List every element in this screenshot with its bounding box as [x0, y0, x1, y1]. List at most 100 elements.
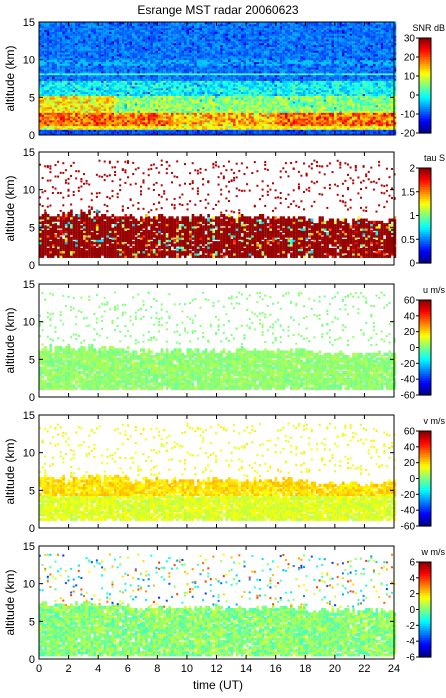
y-tick: 0	[29, 392, 394, 404]
colorbar-tick-label: 20	[404, 327, 416, 338]
colorbar-tick-label: 0.5	[401, 235, 415, 246]
colorbar-tick-label: 40	[404, 442, 416, 453]
y-tick-label: 5	[29, 222, 35, 234]
y-axis-label: altitude (km)	[3, 175, 17, 241]
x-tick-label: 2	[66, 663, 72, 675]
y-tick-label: 10	[23, 448, 35, 460]
x-tick-label: 24	[388, 663, 400, 675]
y-tick-label: 15	[23, 279, 35, 291]
colorbar-tick-label: -4	[406, 637, 415, 648]
colorbar-tick-label: 60	[404, 427, 416, 438]
y-tick-label: 0	[29, 260, 35, 272]
y-tick-label: 5	[29, 354, 35, 366]
x-tick-label: 10	[181, 663, 193, 675]
colorbar-tick-label: 4	[409, 573, 415, 584]
colorbar-label: SNR dB	[412, 23, 445, 33]
y-axis-label: altitude (km)	[3, 438, 17, 504]
y-tick-label: 5	[29, 92, 35, 104]
y-axis-label: altitude (km)	[3, 45, 17, 111]
colorbar-tau: tau S 2 1.5 1 0.5 0	[401, 153, 445, 270]
colorbar-tick-label: 0	[409, 343, 415, 354]
colorbar-tick-label: 0	[409, 91, 415, 102]
x-tick-label: 4	[95, 663, 101, 675]
y-tick-label: 0	[29, 654, 35, 666]
colorbar-tick-label: -20	[401, 129, 416, 140]
y-tick-label: 15	[23, 147, 35, 159]
colorbar-tick-label: -40	[401, 375, 416, 386]
panel-v: 0 5 10 15 altitude (km) v m/s 60 40 20 0 -20 -40 -60	[3, 410, 445, 535]
colorbar-tick-label: 1	[409, 211, 415, 222]
colorbar-label: v m/s	[424, 416, 446, 426]
y-tick: 15	[23, 541, 394, 553]
y-tick-label: 10	[23, 185, 35, 197]
colorbar-tick-label: 40	[404, 311, 416, 322]
colorbar-label: w m/s	[421, 547, 446, 557]
heatmap-u	[39, 292, 396, 390]
y-tick-label: 10	[23, 579, 35, 591]
y-tick-label: 15	[23, 541, 35, 553]
x-tick-label: 6	[125, 663, 131, 675]
x-tick-label: 12	[210, 663, 222, 675]
x-tick-label: 0	[36, 663, 42, 675]
colorbar-tick-label: 30	[404, 34, 416, 45]
heatmap-w	[39, 554, 396, 657]
colorbar-tick-label: -20	[401, 359, 416, 370]
x-tick-label: 20	[329, 663, 341, 675]
x-tick-label: 22	[358, 663, 370, 675]
heatmap-v	[39, 423, 396, 521]
x-tick-label: 18	[299, 663, 311, 675]
y-tick: 15	[23, 279, 394, 291]
colorbar-tick-label: 0	[409, 605, 415, 616]
colorbar-tick-label: -20	[401, 490, 416, 501]
y-tick: 0	[29, 260, 394, 272]
y-axis-label: altitude (km)	[3, 307, 17, 373]
x-tick-label: 14	[240, 663, 252, 675]
colorbar-tick-label: 2	[409, 164, 415, 175]
colorbar-u: u m/s 60 40 20 0 -20 -40 -60	[401, 285, 446, 402]
panel-tau: 0 5 10 15 altitude (km) tau S 2 1.5 1 0.5 0	[3, 147, 445, 272]
colorbar-tick-label: 60	[404, 296, 416, 307]
colorbar-tick-label: 1.5	[401, 187, 415, 198]
colorbar-tick-label: 20	[404, 53, 416, 64]
colorbar-tick-label: 2	[409, 589, 415, 600]
y-tick-label: 10	[23, 317, 35, 329]
y-tick-label: 0	[29, 130, 35, 142]
colorbar-tick-label: 0	[409, 474, 415, 485]
heatmap-tau	[39, 160, 396, 258]
panel-u: 0 5 10 15 altitude (km) u m/s 60 40 20 0 -20 -40 -60	[3, 279, 445, 404]
colorbar-tick-label: -60	[401, 522, 416, 533]
y-tick: 15	[23, 410, 394, 422]
figure-title: Esrange MST radar 20060623	[137, 3, 299, 17]
colorbar-v: v m/s 60 40 20 0 -20 -40 -60	[401, 416, 446, 533]
y-tick-label: 15	[23, 17, 35, 29]
colorbar-tick-label: -40	[401, 506, 416, 517]
colorbar-tick-label: 0	[409, 259, 415, 270]
y-tick-label: 15	[23, 410, 35, 422]
colorbar-tick-label: -6	[406, 653, 415, 664]
colorbar-tick-label: -10	[401, 110, 416, 121]
x-tick-label: 16	[270, 663, 282, 675]
colorbar-label: u m/s	[423, 285, 446, 295]
y-tick: 0	[29, 523, 394, 535]
colorbar-label: tau S	[424, 153, 445, 163]
y-tick-label: 5	[29, 485, 35, 497]
heatmap-snr	[39, 22, 396, 136]
colorbar-w: w m/s 6 4 2 0 -2 -4 -6	[406, 547, 445, 664]
colorbar-tick-label: 10	[404, 72, 416, 83]
y-tick: 15	[23, 147, 394, 159]
y-tick-label: 0	[29, 523, 35, 535]
y-tick-label: 10	[23, 55, 35, 67]
colorbar-tick-label: 6	[409, 558, 415, 569]
y-tick-label: 0	[29, 392, 35, 404]
y-axis-label: altitude (km)	[3, 569, 17, 635]
y-tick-label: 5	[29, 616, 35, 628]
x-tick-label: 8	[154, 663, 160, 675]
colorbar-tick-label: -2	[406, 621, 415, 632]
x-axis-label: time (UT)	[193, 678, 243, 692]
colorbar-tick-label: -60	[401, 391, 416, 402]
colorbar-tick-label: 20	[404, 458, 416, 469]
